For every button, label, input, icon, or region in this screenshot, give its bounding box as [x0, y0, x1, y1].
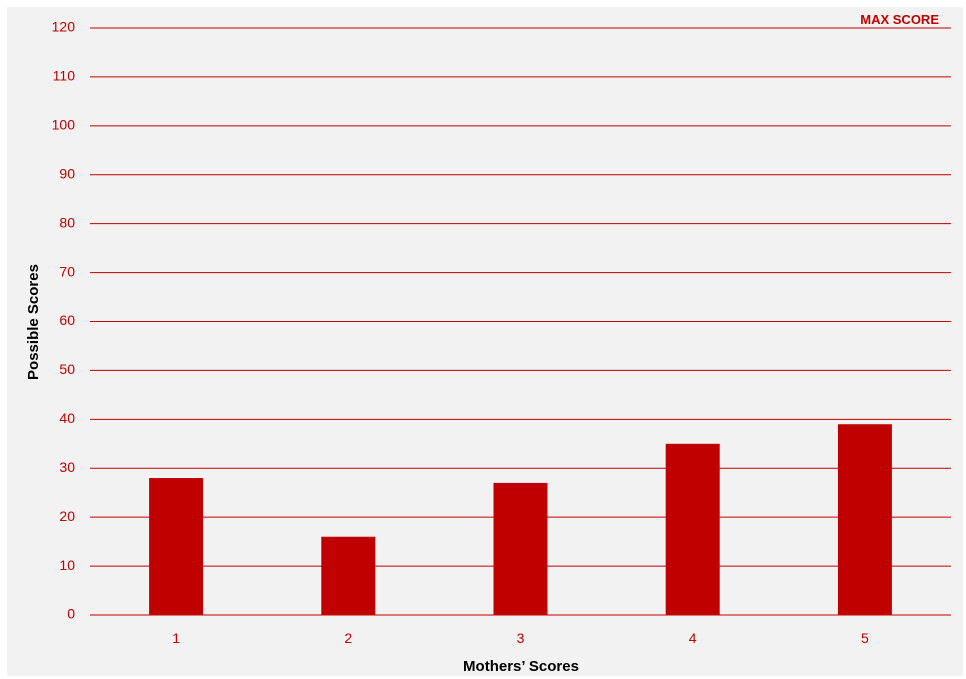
y-tick-label: 120 [52, 19, 76, 35]
y-axis-title: Possible Scores [25, 264, 42, 380]
bars [149, 424, 892, 615]
y-tick-label: 80 [59, 214, 75, 230]
y-tick-label: 60 [59, 312, 75, 328]
y-tick-label: 40 [59, 410, 75, 426]
bar-4 [665, 443, 720, 615]
y-tick-label: 10 [59, 557, 75, 573]
bar-1 [149, 478, 204, 615]
bar-3 [493, 482, 548, 615]
y-axis-ticks: 0 10 20 30 40 50 60 70 80 90 100 110 120 [52, 19, 76, 622]
x-axis-ticks: 1 2 3 4 5 [172, 630, 869, 646]
y-tick-label: 100 [52, 117, 76, 133]
y-tick-label: 30 [59, 459, 75, 475]
x-axis-title: Mothers’ Scores [463, 658, 579, 675]
x-tick-label: 3 [517, 630, 525, 646]
x-tick-label: 4 [689, 630, 697, 646]
y-tick-label: 0 [67, 606, 75, 622]
bar-2 [321, 536, 376, 615]
x-tick-label: 1 [172, 630, 180, 646]
y-tick-label: 50 [59, 361, 75, 377]
y-tick-label: 20 [59, 508, 75, 524]
x-tick-label: 5 [861, 630, 869, 646]
y-tick-label: 90 [59, 165, 75, 181]
y-tick-label: 110 [53, 68, 76, 84]
y-tick-label: 70 [59, 263, 75, 279]
bar-5 [837, 424, 892, 615]
legend-max-score: MAX SCORE [860, 12, 939, 27]
x-tick-label: 2 [344, 630, 352, 646]
